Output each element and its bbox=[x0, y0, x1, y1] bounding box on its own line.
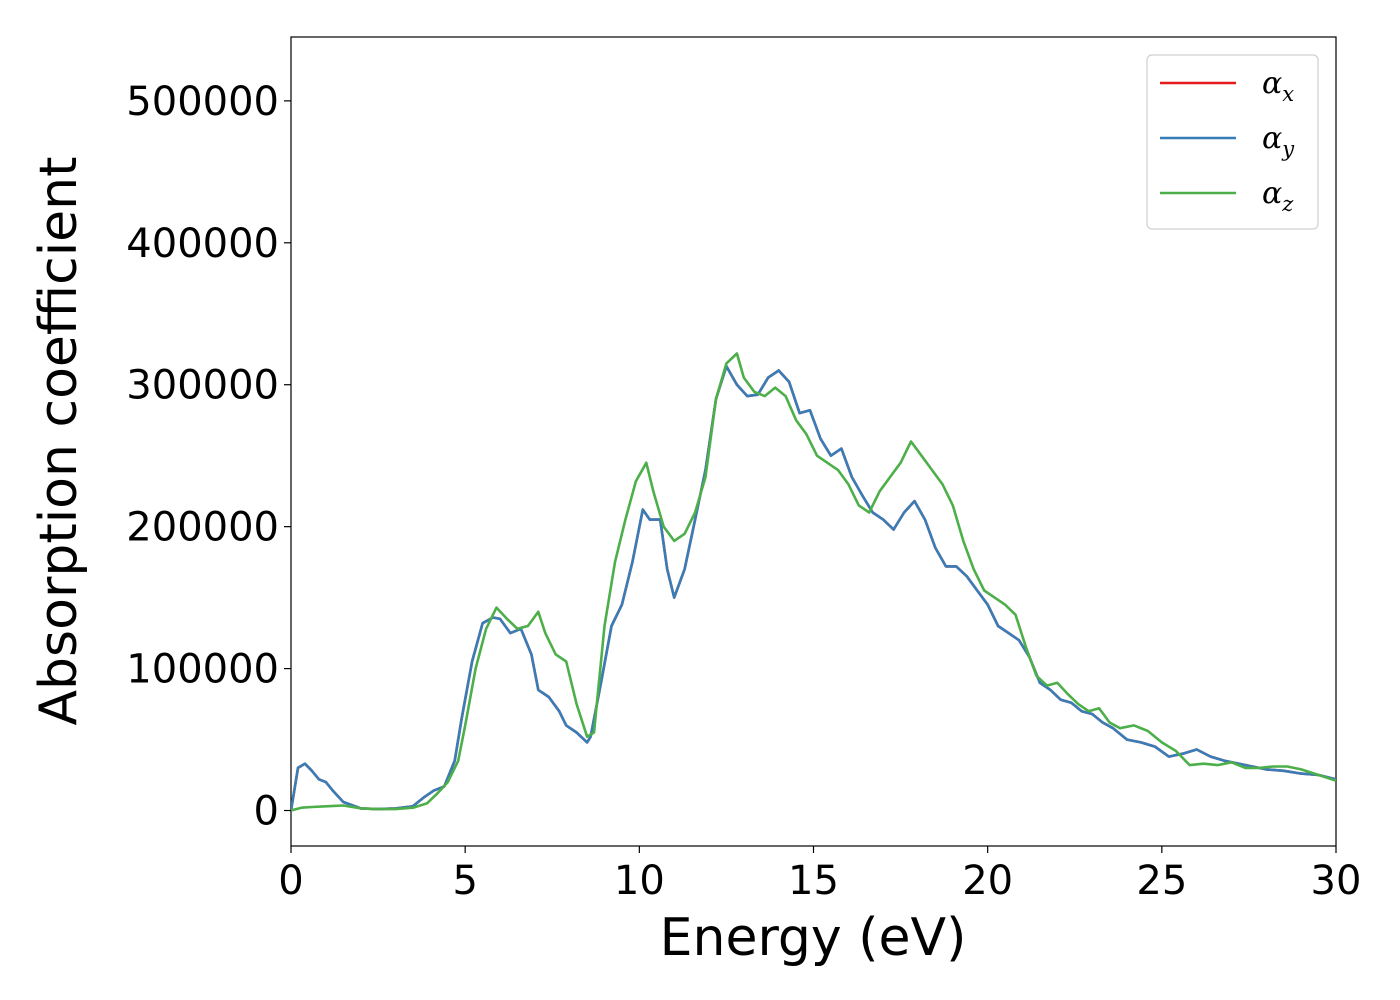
y-tick-label: 0 bbox=[254, 789, 279, 835]
x-tick-label: 15 bbox=[788, 858, 839, 904]
y-axis: 0 100000 200000 300000 400000 500000 bbox=[126, 79, 291, 835]
x-tick-label: 30 bbox=[1311, 858, 1362, 904]
y-tick-label: 100000 bbox=[126, 647, 279, 693]
series-line-z bbox=[291, 352, 1336, 812]
x-tick-label: 20 bbox=[962, 858, 1013, 904]
x-tick-label: 25 bbox=[1136, 858, 1187, 904]
x-tick-label: 10 bbox=[614, 858, 665, 904]
y-tick-label: 300000 bbox=[126, 363, 279, 409]
series-line-y bbox=[291, 364, 1336, 811]
x-tick-label: 5 bbox=[452, 858, 477, 904]
y-axis-title: Absorption coefficient bbox=[29, 156, 89, 725]
x-axis-title: Energy (eV) bbox=[660, 908, 967, 968]
series-layer bbox=[291, 352, 1336, 812]
legend-box bbox=[1146, 54, 1319, 230]
x-tick-label: 0 bbox=[278, 858, 303, 904]
y-tick-label: 500000 bbox=[126, 79, 279, 125]
x-axis: 0 5 10 15 20 25 30 bbox=[278, 846, 1361, 904]
y-tick-label: 200000 bbox=[126, 505, 279, 551]
y-tick-label: 400000 bbox=[126, 221, 279, 267]
